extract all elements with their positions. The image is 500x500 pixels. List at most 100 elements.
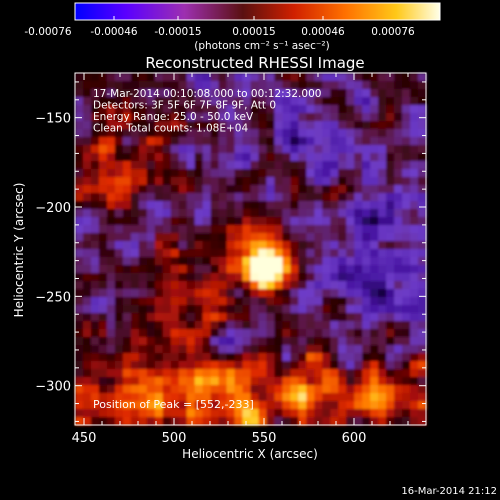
heatmap-cell <box>218 209 228 218</box>
heatmap-cell <box>218 161 228 170</box>
heatmap-cell <box>186 385 196 394</box>
heatmap-cell <box>354 153 363 162</box>
heatmap-cell <box>178 385 188 394</box>
heatmap-cell <box>418 297 427 306</box>
heatmap-cell <box>330 265 339 274</box>
heatmap-cell <box>290 377 299 386</box>
heatmap-cell <box>306 265 315 274</box>
heatmap-cell <box>82 321 92 330</box>
heatmap-cell <box>338 73 347 82</box>
heatmap-cell <box>314 377 323 386</box>
heatmap-cell <box>274 73 284 82</box>
heatmap-cell <box>298 129 307 138</box>
heatmap-cell <box>114 121 124 130</box>
heatmap-cell <box>138 217 148 226</box>
heatmap-cell <box>266 337 276 346</box>
heatmap-cell <box>82 97 92 106</box>
heatmap-cell <box>266 121 276 130</box>
heatmap-cell <box>330 233 339 242</box>
heatmap-cell <box>186 377 196 386</box>
heatmap-cell <box>330 137 339 146</box>
heatmap-cell <box>410 185 419 194</box>
heatmap-cell <box>178 89 188 98</box>
heatmap-cell <box>354 313 363 322</box>
heatmap-cell <box>322 377 331 386</box>
heatmap-cell <box>306 241 315 250</box>
heatmap-cell <box>106 321 116 330</box>
heatmap-cell <box>146 401 156 410</box>
heatmap-cell <box>362 289 371 298</box>
heatmap-cell <box>154 209 164 218</box>
heatmap-cell <box>330 193 339 202</box>
heatmap-cell <box>258 297 268 306</box>
heatmap-cell <box>98 169 108 178</box>
heatmap-cell <box>338 137 347 146</box>
heatmap-cell <box>378 137 387 146</box>
heatmap-cell <box>418 369 427 378</box>
heatmap-cell <box>354 233 363 242</box>
heatmap-cell <box>314 281 323 290</box>
heatmap-cell <box>186 169 196 178</box>
heatmap-cell <box>226 217 236 226</box>
heatmap-cell <box>138 249 148 258</box>
heatmap-cell <box>186 81 196 90</box>
heatmap-cell <box>362 201 371 210</box>
heatmap-cell <box>226 369 236 378</box>
heatmap-cell <box>122 281 132 290</box>
heatmap-cell <box>106 249 116 258</box>
heatmap-cell <box>370 401 379 410</box>
heatmap-cell <box>170 201 180 210</box>
heatmap-cell <box>298 169 307 178</box>
heatmap-cell <box>234 217 244 226</box>
heatmap-cell <box>282 345 291 354</box>
heatmap-cell <box>75 121 84 130</box>
heatmap-cell <box>250 401 260 410</box>
heatmap-cell <box>106 97 116 106</box>
heatmap-cell <box>234 97 244 106</box>
heatmap-cell <box>330 161 339 170</box>
heatmap-cell <box>410 329 419 338</box>
heatmap-cell <box>266 209 276 218</box>
heatmap-cell <box>114 345 124 354</box>
heatmap-cell <box>186 273 196 282</box>
heatmap-cell <box>386 185 395 194</box>
frame-ticks <box>75 73 427 425</box>
heatmap-cell <box>370 385 379 394</box>
heatmap-cell <box>274 177 284 186</box>
heatmap-cell <box>290 209 299 218</box>
heatmap-cell <box>162 305 172 314</box>
heatmap-cell <box>210 377 220 386</box>
heatmap-cell <box>330 121 339 130</box>
heatmap-cell <box>242 337 252 346</box>
heatmap-cell <box>418 177 427 186</box>
heatmap-cell <box>138 89 148 98</box>
heatmap-cell <box>258 377 268 386</box>
heatmap-cell <box>202 321 212 330</box>
heatmap-cell <box>234 289 244 298</box>
heatmap-cell <box>354 89 363 98</box>
heatmap-cell <box>122 417 132 426</box>
heatmap-cell <box>402 401 411 410</box>
heatmap-cell <box>266 409 276 418</box>
heatmap-cell <box>402 177 411 186</box>
heatmap-cell <box>90 409 100 418</box>
heatmap-cell <box>330 185 339 194</box>
heatmap-cell <box>370 177 379 186</box>
heatmap-cell <box>234 377 244 386</box>
heatmap-cell <box>234 273 244 282</box>
heatmap-cell <box>338 177 347 186</box>
heatmap-cell <box>274 401 284 410</box>
heatmap-cell <box>162 177 172 186</box>
heatmap-cell <box>386 233 395 242</box>
heatmap-cell <box>370 409 379 418</box>
heatmap-cell <box>154 273 164 282</box>
heatmap-cell <box>162 89 172 98</box>
heatmap-cell <box>378 97 387 106</box>
heatmap-cell <box>98 105 108 114</box>
heatmap-cell <box>338 353 347 362</box>
heatmap-cell <box>218 321 228 330</box>
heatmap-cell <box>298 121 307 130</box>
heatmap-cell <box>202 361 212 370</box>
y-tick-label: −250 <box>35 290 71 305</box>
heatmap-cell <box>106 345 116 354</box>
